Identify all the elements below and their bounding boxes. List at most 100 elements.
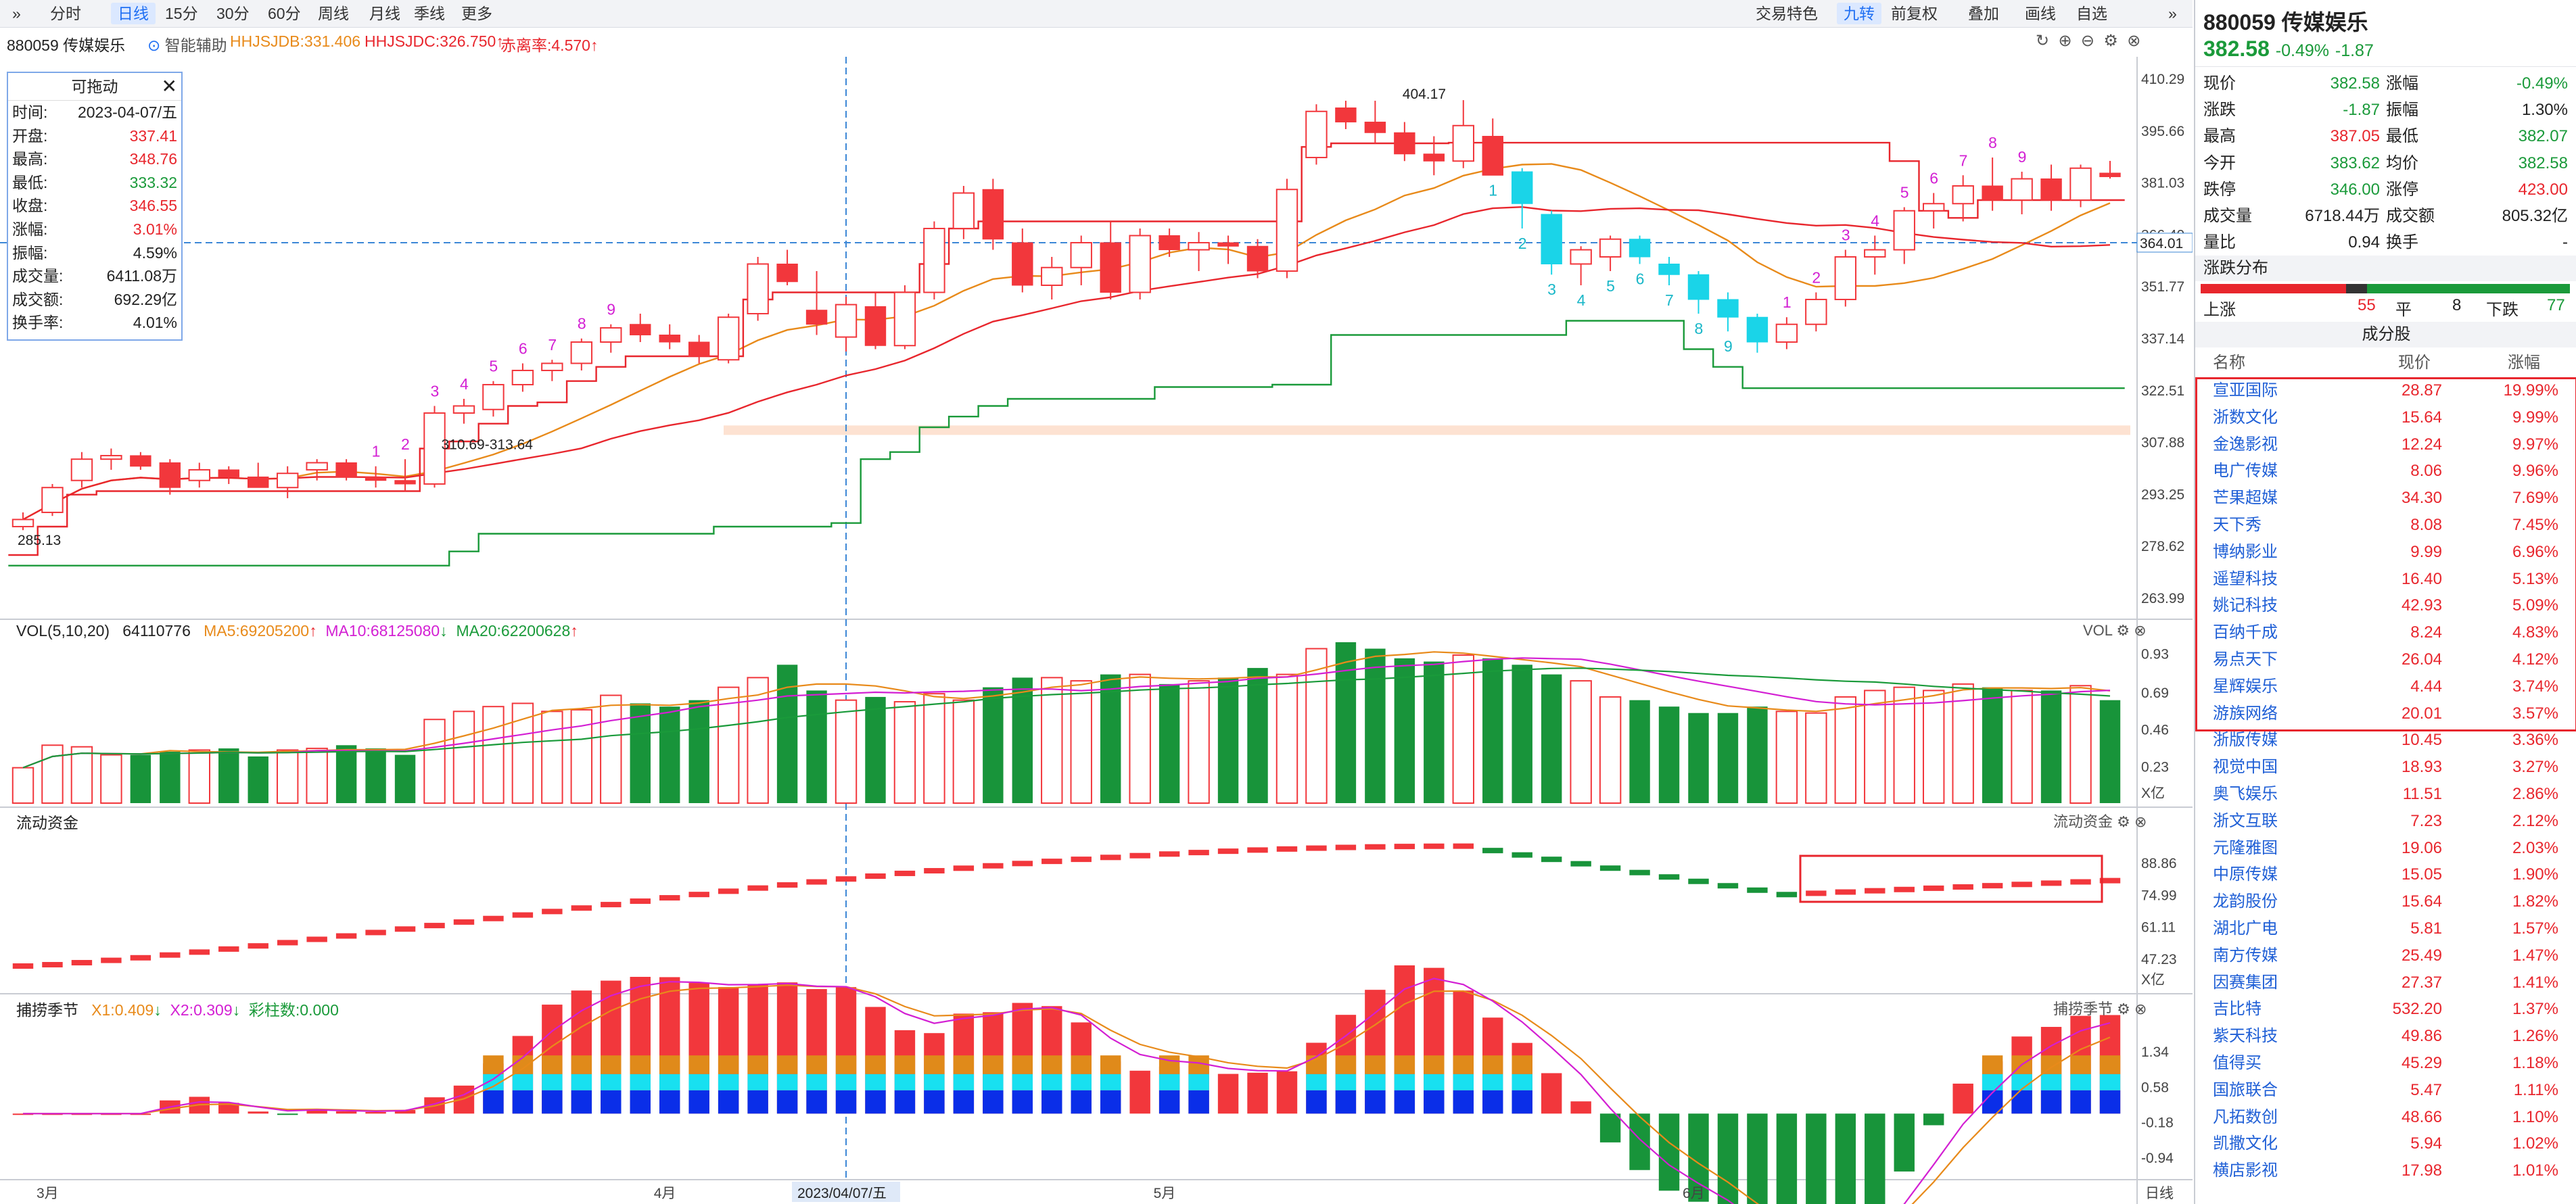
quote-key: 跌停 bbox=[2203, 180, 2236, 199]
constituent-name[interactable]: 天下秀 bbox=[2213, 516, 2262, 534]
constituent-name[interactable]: 奥飞娱乐 bbox=[2213, 785, 2278, 803]
constituent-name[interactable]: 湖北广电 bbox=[2213, 919, 2278, 938]
constituent-row[interactable]: 浙版传媒 10.45 3.36% bbox=[2195, 727, 2576, 754]
constituent-row[interactable]: 星辉娱乐 4.44 3.74% bbox=[2195, 673, 2576, 700]
toolbar-btn-1[interactable]: 九转 bbox=[1837, 3, 1881, 24]
header-price[interactable]: 现价 bbox=[2398, 354, 2431, 372]
period-tab-1[interactable]: 日线 bbox=[111, 3, 156, 24]
constituent-row[interactable]: 百纳千成 8.24 4.83% bbox=[2195, 619, 2576, 646]
smart-assist-toggle[interactable]: ⊙ 智能辅助 bbox=[147, 32, 227, 55]
constituent-row[interactable]: 龙韵股份 15.64 1.82% bbox=[2195, 888, 2576, 915]
constituent-name[interactable]: 游族网络 bbox=[2213, 704, 2278, 723]
constituent-row[interactable]: 凡拓数创 48.66 1.10% bbox=[2195, 1104, 2576, 1131]
period-tab-0[interactable]: 分时 bbox=[50, 5, 81, 22]
constituent-name[interactable]: 龙韵股份 bbox=[2213, 892, 2278, 911]
constituent-row[interactable]: 浙数文化 15.64 9.99% bbox=[2195, 404, 2576, 431]
toolbar-btn-3[interactable]: 叠加 bbox=[1968, 5, 1999, 22]
constituent-name[interactable]: 凯撒文化 bbox=[2213, 1134, 2278, 1153]
constituent-name[interactable]: 浙版传媒 bbox=[2213, 731, 2278, 750]
constituent-name[interactable]: 横店影视 bbox=[2213, 1161, 2278, 1180]
constituent-row[interactable]: 湖北广电 5.81 1.57% bbox=[2195, 915, 2576, 942]
constituent-row[interactable]: 视觉中国 18.93 3.27% bbox=[2195, 754, 2576, 781]
constituent-row[interactable]: 金逸影视 12.24 9.97% bbox=[2195, 431, 2576, 458]
constituent-row[interactable]: 凯撒文化 5.94 1.02% bbox=[2195, 1130, 2576, 1157]
close-icon[interactable]: ⊗ bbox=[2134, 622, 2147, 639]
zoom-in-icon[interactable]: ⊕ bbox=[2058, 32, 2072, 50]
constituent-row[interactable]: 姚记科技 42.93 5.09% bbox=[2195, 592, 2576, 619]
candle-body-up bbox=[747, 263, 769, 314]
period-tab-3[interactable]: 30分 bbox=[216, 5, 250, 22]
constituent-row[interactable]: 因赛集团 27.37 1.41% bbox=[2195, 969, 2576, 996]
close-icon[interactable]: ⊗ bbox=[2134, 813, 2147, 830]
expand-right-icon[interactable]: » bbox=[2168, 5, 2177, 22]
flow-mark bbox=[630, 898, 651, 905]
constituent-row[interactable]: 遥望科技 16.40 5.13% bbox=[2195, 566, 2576, 593]
constituent-row[interactable]: 国旅联合 5.47 1.11% bbox=[2195, 1077, 2576, 1104]
constituent-row[interactable]: 横店影视 17.98 1.01% bbox=[2195, 1157, 2576, 1184]
constituent-name[interactable]: 南方传媒 bbox=[2213, 946, 2278, 965]
constituent-row[interactable]: 紫天科技 49.86 1.26% bbox=[2195, 1023, 2576, 1050]
constituent-row[interactable]: 奥飞娱乐 11.51 2.86% bbox=[2195, 781, 2576, 808]
constituent-name[interactable]: 浙文互联 bbox=[2213, 811, 2278, 830]
constituent-name[interactable]: 浙数文化 bbox=[2213, 408, 2278, 427]
floating-info-box[interactable]: 可拖动 ✕ 时间: 2023-04-07/五 开盘: 337.41 最高: 348.76 最… bbox=[7, 72, 183, 341]
constituent-row[interactable]: 元隆雅图 19.06 2.03% bbox=[2195, 835, 2576, 862]
constituent-name[interactable]: 电广传媒 bbox=[2213, 462, 2278, 481]
constituent-name[interactable]: 金逸影视 bbox=[2213, 435, 2278, 454]
period-tab-6[interactable]: 月线 bbox=[369, 5, 400, 22]
constituent-name[interactable]: 博纳影业 bbox=[2213, 542, 2278, 561]
period-tab-4[interactable]: 60分 bbox=[268, 5, 301, 22]
gear-icon[interactable]: ⚙ bbox=[2103, 32, 2118, 50]
period-tab-7[interactable]: 季线 bbox=[414, 5, 445, 22]
zoom-out-icon[interactable]: ⊖ bbox=[2080, 32, 2095, 50]
toolbar-btn-5[interactable]: 自选 bbox=[2076, 5, 2107, 22]
constituent-row[interactable]: 值得买 45.29 1.18% bbox=[2195, 1050, 2576, 1077]
constituent-name[interactable]: 易点天下 bbox=[2213, 650, 2278, 669]
constituent-name[interactable]: 芒果超媒 bbox=[2213, 489, 2278, 508]
constituent-name[interactable]: 凡拓数创 bbox=[2213, 1107, 2278, 1126]
header-name[interactable]: 名称 bbox=[2213, 354, 2245, 372]
toolbar-btn-2[interactable]: 前复权 bbox=[1891, 5, 1938, 22]
period-tab-5[interactable]: 周线 bbox=[318, 5, 349, 22]
quote-key: 最高 bbox=[2203, 127, 2236, 146]
close-icon[interactable]: ⊗ bbox=[2134, 1001, 2147, 1017]
toolbar-btn-0[interactable]: 交易特色 bbox=[1756, 5, 1818, 22]
constituent-name[interactable]: 星辉娱乐 bbox=[2213, 677, 2278, 696]
constituent-name[interactable]: 吉比特 bbox=[2213, 1000, 2262, 1019]
close-icon[interactable]: ✕ bbox=[161, 76, 177, 97]
constituent-row[interactable]: 易点天下 26.04 4.12% bbox=[2195, 646, 2576, 673]
period-tab-2[interactable]: 15分 bbox=[165, 5, 198, 22]
chart-area[interactable]: 404.17 310.69-313.64 285.13 1 2 3 4 5 6 7 8 9 1 2 3 4 5 6… bbox=[0, 0, 2193, 1204]
gear-icon[interactable]: ⚙ bbox=[2116, 622, 2130, 639]
constituent-row[interactable]: 博纳影业 9.99 6.96% bbox=[2195, 539, 2576, 566]
constituent-row[interactable]: 吉比特 532.20 1.37% bbox=[2195, 996, 2576, 1023]
constituent-name[interactable]: 姚记科技 bbox=[2213, 596, 2278, 615]
collapse-left-icon[interactable]: » bbox=[12, 5, 21, 22]
refresh-icon[interactable]: ↻ bbox=[2036, 32, 2050, 50]
constituent-name[interactable]: 紫天科技 bbox=[2213, 1027, 2278, 1046]
constituent-name[interactable]: 遥望科技 bbox=[2213, 569, 2278, 588]
gear-icon[interactable]: ⚙ bbox=[2117, 813, 2130, 830]
constituent-row[interactable]: 中原传媒 15.05 1.90% bbox=[2195, 861, 2576, 888]
constituent-name[interactable]: 国旅联合 bbox=[2213, 1080, 2278, 1099]
constituent-row[interactable]: 南方传媒 25.49 1.47% bbox=[2195, 942, 2576, 969]
close-icon[interactable]: ⊗ bbox=[2127, 32, 2141, 50]
header-change[interactable]: 涨幅 bbox=[2508, 354, 2540, 372]
constituent-name[interactable]: 中原传媒 bbox=[2213, 865, 2278, 884]
float-box-title-bar[interactable]: 可拖动 ✕ bbox=[8, 73, 181, 101]
constituent-name[interactable]: 值得买 bbox=[2213, 1054, 2262, 1072]
gear-icon[interactable]: ⚙ bbox=[2117, 1001, 2130, 1017]
constituent-row[interactable]: 天下秀 8.08 7.45% bbox=[2195, 512, 2576, 539]
constituent-name[interactable]: 元隆雅图 bbox=[2213, 838, 2278, 857]
constituent-name[interactable]: 因赛集团 bbox=[2213, 973, 2278, 992]
constituent-row[interactable]: 游族网络 20.01 3.57% bbox=[2195, 700, 2576, 727]
constituent-name[interactable]: 宣亚国际 bbox=[2213, 381, 2278, 400]
period-tab-8[interactable]: 更多 bbox=[461, 5, 492, 22]
constituent-row[interactable]: 宣亚国际 28.87 19.99% bbox=[2195, 377, 2576, 404]
constituent-row[interactable]: 芒果超媒 34.30 7.69% bbox=[2195, 485, 2576, 512]
constituent-row[interactable]: 浙文互联 7.23 2.12% bbox=[2195, 808, 2576, 835]
toolbar-btn-4[interactable]: 画线 bbox=[2025, 5, 2056, 22]
constituent-name[interactable]: 百纳千成 bbox=[2213, 623, 2278, 642]
constituent-row[interactable]: 电广传媒 8.06 9.96% bbox=[2195, 458, 2576, 485]
constituent-name[interactable]: 视觉中国 bbox=[2213, 758, 2278, 777]
